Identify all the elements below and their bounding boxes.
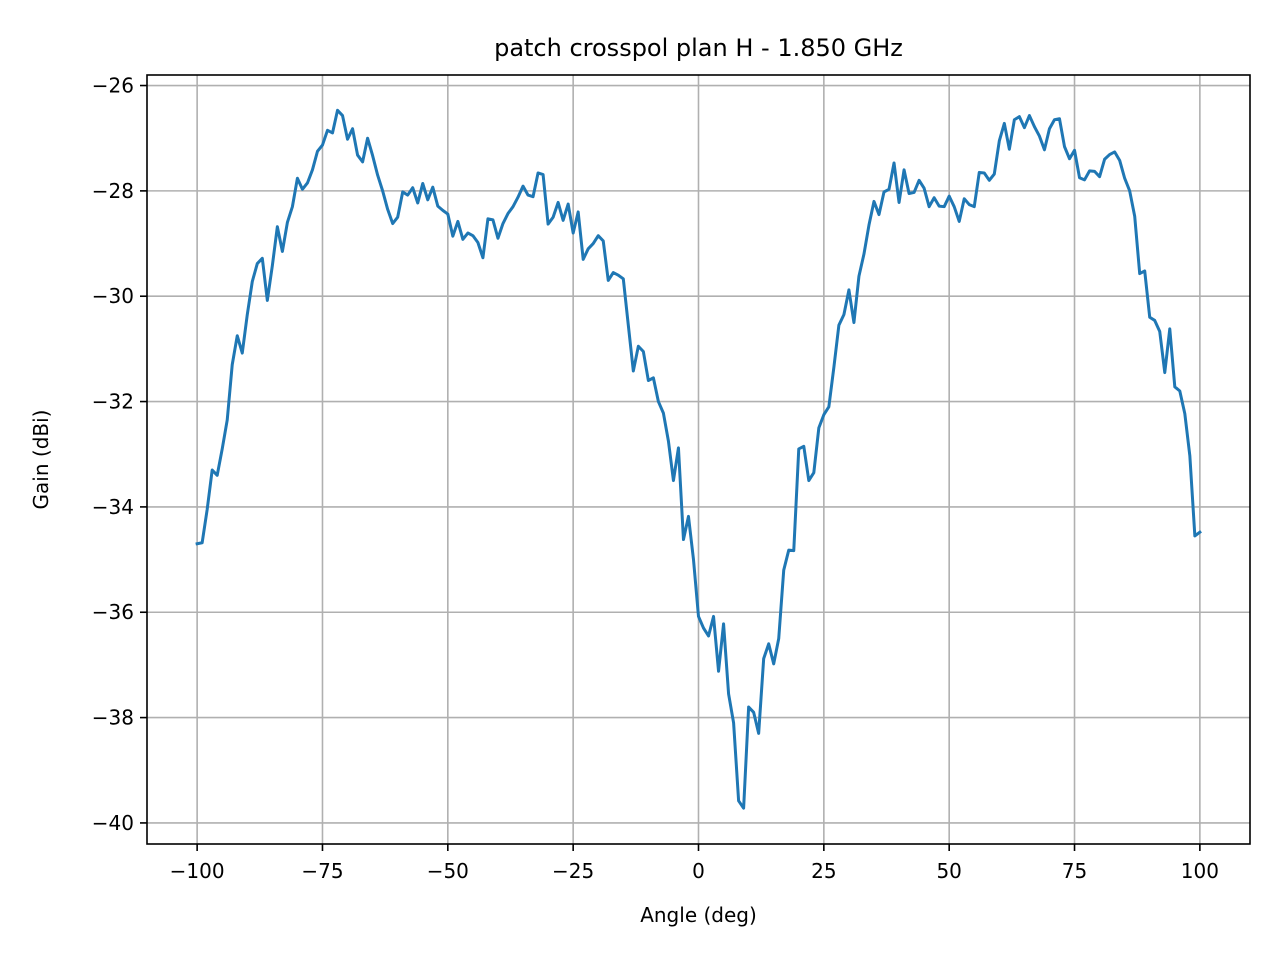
x-tick-label: 50 bbox=[936, 859, 961, 883]
y-tick-label: −40 bbox=[92, 811, 134, 835]
x-tick-label: −100 bbox=[170, 859, 225, 883]
x-tick-label: −50 bbox=[427, 859, 469, 883]
y-axis-label: Gain (dBi) bbox=[29, 410, 53, 510]
series-layer bbox=[195, 108, 1202, 810]
x-tick-label: 25 bbox=[811, 859, 836, 883]
y-tick-label: −38 bbox=[92, 706, 134, 730]
y-tick-label: −30 bbox=[92, 284, 134, 308]
y-tick-label: −32 bbox=[92, 390, 134, 414]
x-axis-label: Angle (deg) bbox=[640, 903, 757, 927]
x-tick-label: 100 bbox=[1181, 859, 1219, 883]
series-line bbox=[195, 108, 1202, 810]
x-tick-label: −75 bbox=[301, 859, 343, 883]
y-tick-label: −26 bbox=[92, 74, 134, 98]
x-tick-label: −25 bbox=[552, 859, 594, 883]
y-tick-label: −34 bbox=[92, 495, 134, 519]
y-tick-label: −28 bbox=[92, 179, 134, 203]
x-tick-label: 0 bbox=[692, 859, 705, 883]
chart-title: patch crosspol plan H - 1.850 GHz bbox=[494, 34, 903, 62]
x-tick-label: 75 bbox=[1062, 859, 1087, 883]
grid bbox=[147, 75, 1250, 844]
y-tick-label: −36 bbox=[92, 600, 134, 624]
ticks: −100 −75 −50 −25 0 25 50 75 100 −40 −38 −36 −34 −32 −3… bbox=[92, 74, 1219, 883]
